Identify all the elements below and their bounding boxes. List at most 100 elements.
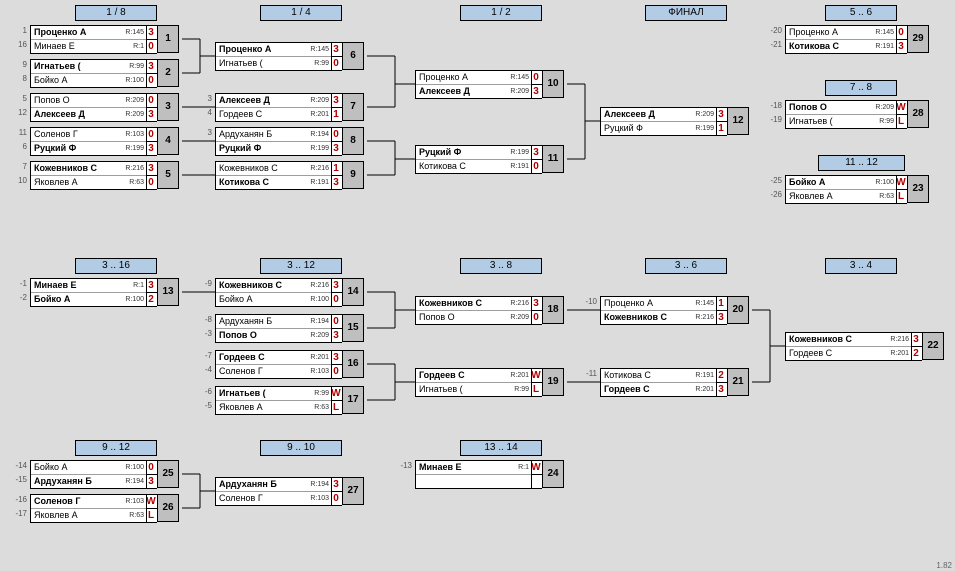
match-number: 28 [907,100,929,128]
player-rating: R:216 [301,162,331,175]
player-rating: R:216 [686,311,716,324]
player-rating: R:145 [116,26,146,39]
player-name: Котикова С [416,160,501,173]
match-box: Игнатьев (R:99Бойко АR:100 [30,59,147,88]
round-label: ФИНАЛ [645,5,727,21]
player-name: Гордеев С [216,108,301,121]
player-name: Ардуханян Б [216,315,301,328]
player-rating: R:209 [301,329,331,342]
round-label: 9 .. 12 [75,440,157,456]
match-box: Попов ОR:209Алексеев ДR:209 [30,93,147,122]
match-box: Гордеев СR:201Игнатьев (R:99 [415,368,532,397]
player-name: Яковлев А [786,190,866,203]
match-box: Кожевников СR:216Котикова СR:191 [215,161,332,190]
player-name: Игнатьев ( [216,387,301,400]
player-rating: R:99 [866,115,896,128]
player-name: Котикова С [601,369,686,382]
player-name: Кожевников С [216,279,301,292]
seed-number: 1 [13,26,27,35]
seed-number: -5 [198,401,212,410]
player-name: Яковлев А [31,176,116,189]
player-name: Яковлев А [216,401,301,414]
match-number: 2 [157,59,179,87]
seed-number: -8 [198,315,212,324]
player-name: Гордеев С [216,351,301,364]
seed-number: -2 [13,293,27,302]
match-number: 8 [342,127,364,155]
player-rating: R:99 [501,383,531,396]
match-number: 1 [157,25,179,53]
player-rating: R:100 [116,461,146,474]
player-rating: R:201 [301,108,331,121]
match-box: Проценко АR:145Кожевников СR:216 [600,296,717,325]
player-rating: R:63 [116,176,146,189]
player-name: Бойко А [786,176,866,189]
player-name: Руцкий Ф [601,122,686,135]
seed-number: -14 [13,461,27,470]
seed-number: -7 [198,351,212,360]
player-name: Руцкий Ф [31,142,116,155]
player-name: Попов О [786,101,866,114]
player-name: Попов О [416,311,501,324]
player-rating: R:63 [116,509,146,522]
match-box: Игнатьев (R:99Яковлев АR:63 [215,386,332,415]
match-number: 12 [727,107,749,135]
match-number: 18 [542,296,564,324]
match-box: Кожевников СR:216Яковлев АR:63 [30,161,147,190]
match-number: 15 [342,314,364,342]
round-label: 1 / 8 [75,5,157,21]
seed-number: 3 [198,94,212,103]
match-box: Кожевников СR:216Гордеев СR:201 [785,332,912,361]
player-name: Проценко А [786,26,866,39]
match-box: Проценко АR:145Котикова СR:191 [785,25,897,54]
player-name: Кожевников С [416,297,501,310]
round-label: 3 .. 8 [460,258,542,274]
player-name: Минаев Е [416,461,501,474]
seed-number: -25 [768,176,782,185]
player-name: Алексеев Д [416,85,501,98]
round-label: 3 .. 16 [75,258,157,274]
seed-number: 11 [13,128,27,137]
match-box: Ардуханян БR:194Руцкий ФR:199 [215,127,332,156]
player-rating: R:1 [501,461,531,474]
player-name: Алексеев Д [216,94,301,107]
player-rating: R:1 [116,40,146,53]
player-name: Бойко А [31,293,116,306]
player-rating: R:145 [866,26,896,39]
seed-number: -19 [768,115,782,124]
seed-number: 10 [13,176,27,185]
match-number: 5 [157,161,179,189]
match-number: 21 [727,368,749,396]
player-name: Руцкий Ф [216,142,301,155]
player-name: Кожевников С [31,162,116,175]
player-rating: R:191 [501,160,531,173]
match-box: Ардуханян БR:194Попов ОR:209 [215,314,332,343]
match-box: Руцкий ФR:199Котикова СR:191 [415,145,532,174]
player-name: Проценко А [601,297,686,310]
player-name [416,475,501,488]
match-box: Бойко АR:100Ардуханян БR:194 [30,460,147,489]
player-rating: R:194 [301,315,331,328]
player-rating: R:100 [866,176,896,189]
match-box: Ардуханян БR:194Соленов ГR:103 [215,477,332,506]
player-rating: R:199 [501,146,531,159]
player-name: Руцкий Ф [416,146,501,159]
match-box: Минаев ЕR:1 [415,460,532,489]
player-name: Алексеев Д [31,108,116,121]
round-label: 1 / 4 [260,5,342,21]
seed-number: -18 [768,101,782,110]
match-number: 16 [342,350,364,378]
player-rating: R:216 [301,279,331,292]
seed-number: 9 [13,60,27,69]
player-rating: R:103 [301,365,331,378]
match-number: 20 [727,296,749,324]
seed-number: -26 [768,190,782,199]
player-name: Соленов Г [31,128,116,141]
player-name: Проценко А [416,71,501,84]
round-label: 3 .. 4 [825,258,897,274]
bracket-canvas: 1.82 1 / 81 / 41 / 2ФИНАЛ5 .. 67 .. 811 … [0,0,955,571]
seed-number: -15 [13,475,27,484]
seed-number: 16 [13,40,27,49]
seed-number: -1 [13,279,27,288]
player-name: Яковлев А [31,509,116,522]
